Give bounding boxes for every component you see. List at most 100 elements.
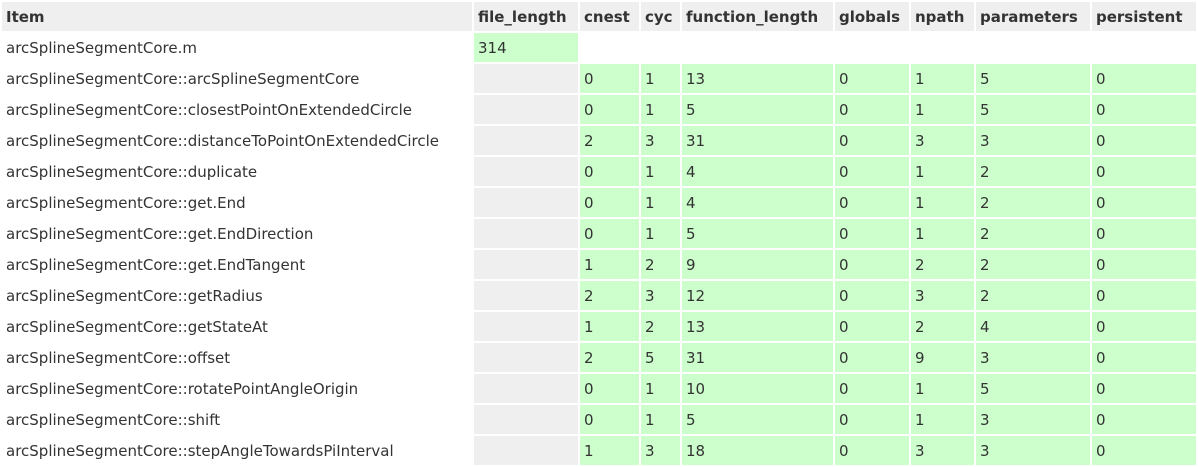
item-name-cell: arcSplineSegmentCore::shift xyxy=(2,405,472,434)
item-name-cell: arcSplineSegmentCore::distanceToPointOnE… xyxy=(2,126,472,155)
cyc-cell: 3 xyxy=(641,126,680,155)
parameters-cell: 2 xyxy=(976,219,1090,248)
parameters-cell: 2 xyxy=(976,157,1090,186)
parameters-cell: 5 xyxy=(976,95,1090,124)
column-header-item: Item xyxy=(2,2,472,31)
file-length-cell xyxy=(474,374,578,403)
persistent-cell: 0 xyxy=(1092,188,1196,217)
file-length-cell xyxy=(474,95,578,124)
cnest-cell: 2 xyxy=(580,281,639,310)
npath-cell: 3 xyxy=(911,126,974,155)
column-header-persistent: persistent xyxy=(1092,2,1196,31)
npath-cell: 2 xyxy=(911,250,974,279)
item-name-cell: arcSplineSegmentCore::arcSplineSegmentCo… xyxy=(2,64,472,93)
cyc-cell: 1 xyxy=(641,374,680,403)
npath-cell: 3 xyxy=(911,281,974,310)
parameters-cell xyxy=(976,33,1090,62)
parameters-cell: 3 xyxy=(976,343,1090,372)
header-row: Item file_length cnest cyc function_leng… xyxy=(2,2,1196,31)
item-name-cell: arcSplineSegmentCore::getRadius xyxy=(2,281,472,310)
function-length-cell: 5 xyxy=(682,405,833,434)
column-header-npath: npath xyxy=(911,2,974,31)
npath-cell xyxy=(911,33,974,62)
cnest-cell: 0 xyxy=(580,64,639,93)
function-length-cell: 4 xyxy=(682,188,833,217)
persistent-cell: 0 xyxy=(1092,126,1196,155)
column-header-cyc: cyc xyxy=(641,2,680,31)
file-length-cell xyxy=(474,436,578,465)
column-header-cnest: cnest xyxy=(580,2,639,31)
cnest-cell: 0 xyxy=(580,95,639,124)
cyc-cell xyxy=(641,33,680,62)
globals-cell: 0 xyxy=(835,281,909,310)
parameters-cell: 5 xyxy=(976,374,1090,403)
function-length-cell: 5 xyxy=(682,219,833,248)
parameters-cell: 5 xyxy=(976,64,1090,93)
npath-cell: 9 xyxy=(911,343,974,372)
cnest-cell: 0 xyxy=(580,188,639,217)
item-name-cell: arcSplineSegmentCore::getStateAt xyxy=(2,312,472,341)
npath-cell: 2 xyxy=(911,312,974,341)
table-row: arcSplineSegmentCore.m 314 xyxy=(2,33,1196,62)
globals-cell: 0 xyxy=(835,126,909,155)
table-row: arcSplineSegmentCore::get.EndTangent 1 2 9 0… xyxy=(2,250,1196,279)
table-row: arcSplineSegmentCore::closestPointOnExte… xyxy=(2,95,1196,124)
globals-cell: 0 xyxy=(835,250,909,279)
column-header-file-length: file_length xyxy=(474,2,578,31)
persistent-cell: 0 xyxy=(1092,157,1196,186)
function-length-cell: 13 xyxy=(682,312,833,341)
cnest-cell: 0 xyxy=(580,157,639,186)
table-row: arcSplineSegmentCore::offset 2 5 31 0 9 3 0 xyxy=(2,343,1196,372)
table-row: arcSplineSegmentCore::getRadius 2 3 12 0 3 2 0 xyxy=(2,281,1196,310)
cyc-cell: 1 xyxy=(641,95,680,124)
function-length-cell: 18 xyxy=(682,436,833,465)
globals-cell xyxy=(835,33,909,62)
file-length-cell xyxy=(474,219,578,248)
npath-cell: 1 xyxy=(911,219,974,248)
file-length-cell xyxy=(474,281,578,310)
cyc-cell: 5 xyxy=(641,343,680,372)
column-header-globals: globals xyxy=(835,2,909,31)
cnest-cell: 2 xyxy=(580,126,639,155)
persistent-cell: 0 xyxy=(1092,374,1196,403)
item-name-cell: arcSplineSegmentCore::rotatePointAngleOr… xyxy=(2,374,472,403)
item-name-cell: arcSplineSegmentCore::get.End xyxy=(2,188,472,217)
function-length-cell: 10 xyxy=(682,374,833,403)
npath-cell: 1 xyxy=(911,157,974,186)
function-length-cell: 13 xyxy=(682,64,833,93)
npath-cell: 1 xyxy=(911,64,974,93)
column-header-parameters: parameters xyxy=(976,2,1090,31)
persistent-cell: 0 xyxy=(1092,281,1196,310)
globals-cell: 0 xyxy=(835,95,909,124)
function-length-cell: 9 xyxy=(682,250,833,279)
globals-cell: 0 xyxy=(835,188,909,217)
item-name-cell: arcSplineSegmentCore::duplicate xyxy=(2,157,472,186)
cyc-cell: 1 xyxy=(641,64,680,93)
function-length-cell: 5 xyxy=(682,95,833,124)
metrics-table-body: arcSplineSegmentCore.m 314 arcSplineSegmen… xyxy=(2,33,1196,465)
table-row: arcSplineSegmentCore::get.End 0 1 4 0 1 2 0 xyxy=(2,188,1196,217)
item-name-cell: arcSplineSegmentCore::stepAngleTowardsPi… xyxy=(2,436,472,465)
cyc-cell: 3 xyxy=(641,281,680,310)
table-row: arcSplineSegmentCore::distanceToPointOnE… xyxy=(2,126,1196,155)
file-length-cell xyxy=(474,405,578,434)
table-row: arcSplineSegmentCore::duplicate 0 1 4 0 1 2 0 xyxy=(2,157,1196,186)
persistent-cell: 0 xyxy=(1092,64,1196,93)
cnest-cell: 2 xyxy=(580,343,639,372)
function-length-cell: 31 xyxy=(682,126,833,155)
function-length-cell: 31 xyxy=(682,343,833,372)
persistent-cell: 0 xyxy=(1092,219,1196,248)
table-row: arcSplineSegmentCore::rotatePointAngleOr… xyxy=(2,374,1196,403)
globals-cell: 0 xyxy=(835,374,909,403)
cyc-cell: 3 xyxy=(641,436,680,465)
npath-cell: 3 xyxy=(911,436,974,465)
cnest-cell: 0 xyxy=(580,219,639,248)
cyc-cell: 1 xyxy=(641,219,680,248)
parameters-cell: 3 xyxy=(976,405,1090,434)
item-name-cell: arcSplineSegmentCore::offset xyxy=(2,343,472,372)
table-row: arcSplineSegmentCore::arcSplineSegmentCo… xyxy=(2,64,1196,93)
globals-cell: 0 xyxy=(835,436,909,465)
persistent-cell: 0 xyxy=(1092,250,1196,279)
table-row: arcSplineSegmentCore::getStateAt 1 2 13 0 2 4 0 xyxy=(2,312,1196,341)
persistent-cell: 0 xyxy=(1092,436,1196,465)
